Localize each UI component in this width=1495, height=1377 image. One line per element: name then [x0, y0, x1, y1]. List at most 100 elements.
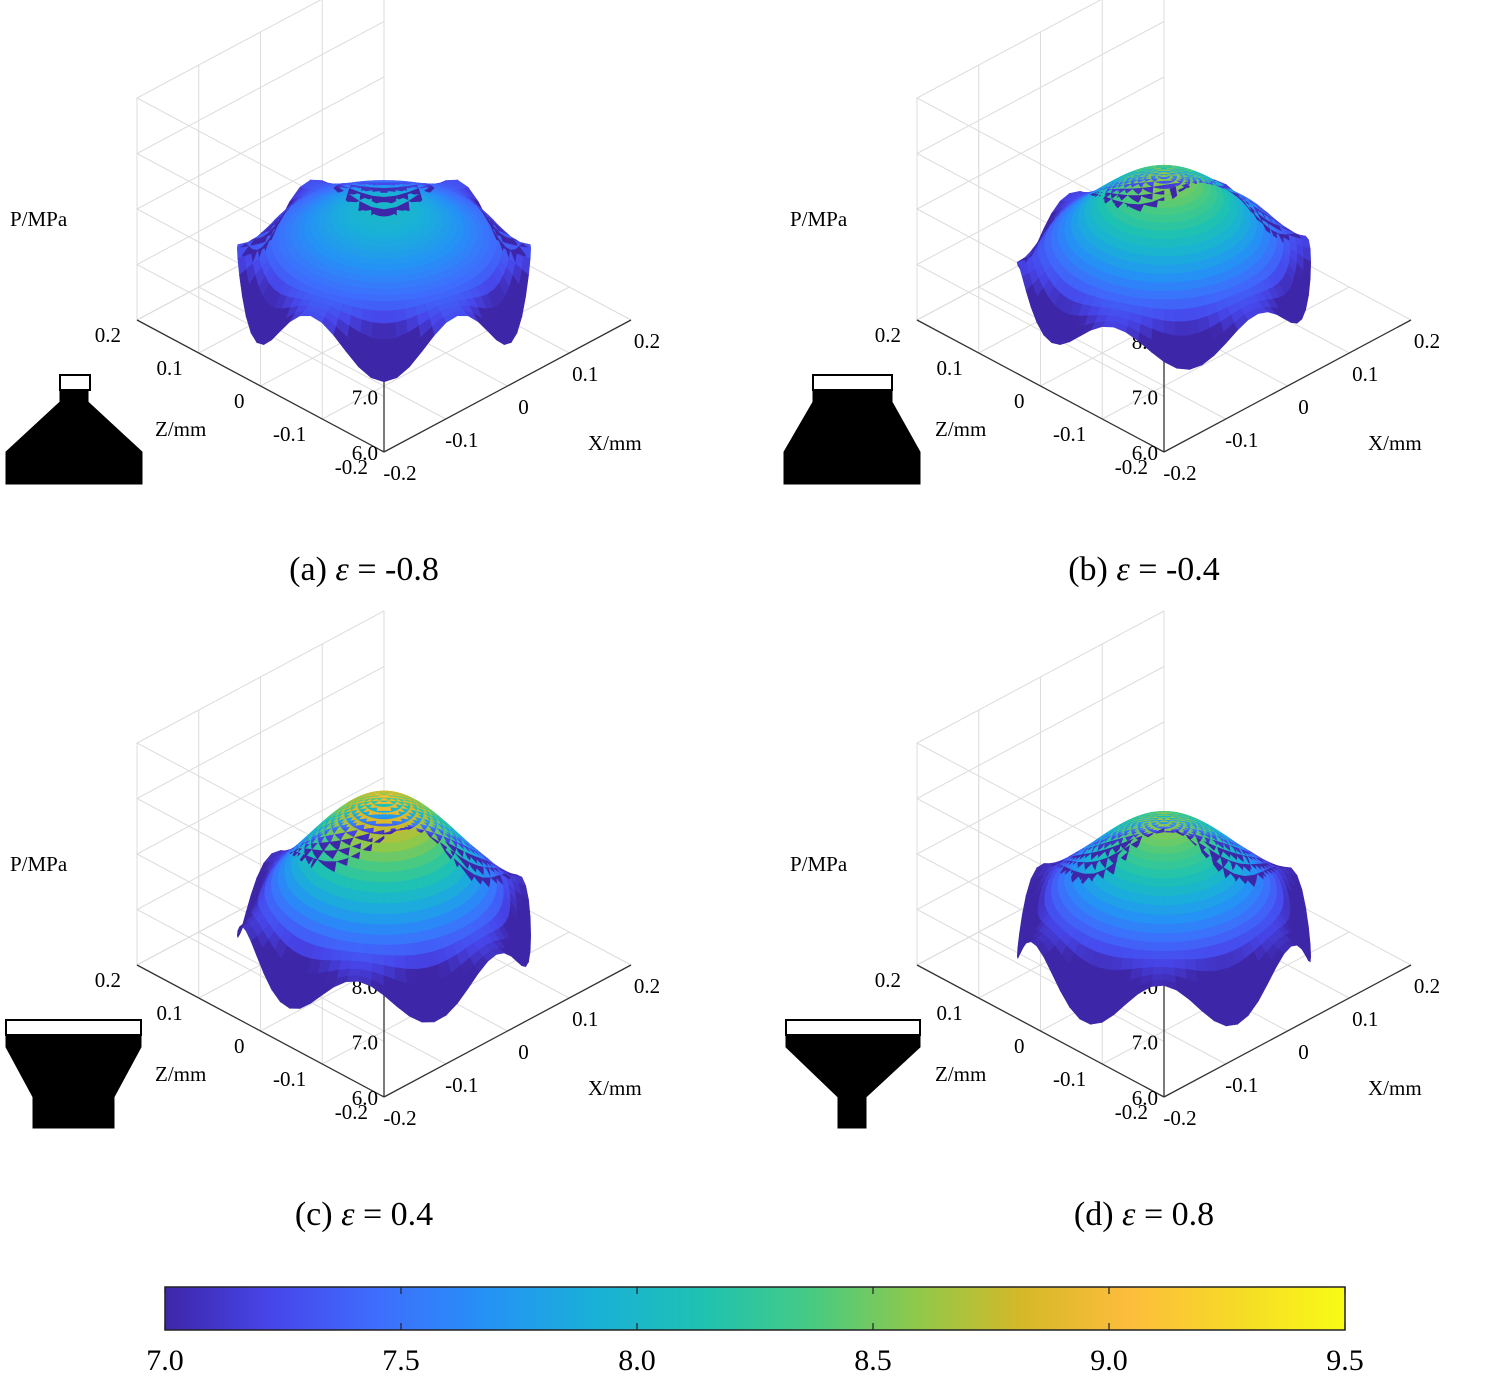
depth-tick-label: 0 [234, 389, 245, 413]
surface-patch [1168, 222, 1175, 232]
z-tick-label: 7.0 [352, 1031, 378, 1055]
nozzle-inset [783, 374, 921, 485]
pressure-surface [1016, 164, 1312, 370]
surface-patch [404, 954, 418, 970]
x-tick-label: 0 [518, 395, 529, 419]
surface-patch [365, 288, 376, 296]
surface-patch [1174, 321, 1188, 337]
nozzle-inset-shape-icon [5, 389, 143, 485]
surface-patch [1143, 290, 1156, 300]
surface-patch [374, 814, 385, 819]
surface-patch [379, 240, 385, 248]
surface-patch [1171, 264, 1181, 275]
surface-patch [1134, 289, 1146, 300]
surface-patch [1174, 308, 1187, 323]
surface-patch [383, 852, 390, 863]
surface-patch [1153, 222, 1160, 232]
surface-patch [1163, 290, 1175, 301]
surface-patch [390, 892, 400, 904]
surface-patch [383, 276, 393, 284]
surface-patch [368, 892, 378, 904]
surface-patch [1163, 194, 1168, 202]
surface-patch [369, 263, 378, 272]
surface-patch [418, 983, 433, 1004]
surface-patch [373, 934, 385, 946]
surface-patch [1158, 222, 1165, 232]
surface-patch [381, 216, 385, 222]
surface-patch [403, 942, 416, 957]
z-axis-label: P/MPa [10, 207, 68, 231]
x-tick-label: -0.1 [445, 428, 478, 452]
nozzle-inset-cap [812, 374, 893, 391]
surface-patch [383, 282, 394, 290]
surface-patch [377, 258, 385, 266]
surface-patch [1163, 264, 1173, 275]
surface-patch [370, 257, 379, 265]
surface-patch [1182, 289, 1194, 300]
surface-patch [1145, 281, 1156, 292]
surface-patch [383, 220, 387, 226]
surface-patch [1170, 247, 1179, 257]
surface-patch [1154, 214, 1161, 224]
panel-d: 6.07.08.09.010.0-0.2-0.100.10.20.20.10-0… [785, 610, 1440, 1130]
surface-patch [388, 861, 396, 873]
surface-patch [374, 842, 381, 853]
x-axis-label: X/mm [588, 431, 642, 455]
depth-axis-label: Z/mm [155, 1062, 206, 1086]
x-axis-label: X/mm [588, 1076, 642, 1100]
x-tick-label: -0.2 [383, 1106, 416, 1130]
x-tick-label: 0 [1298, 395, 1309, 419]
surface-patch [383, 322, 396, 341]
x-tick-label: 0.2 [634, 329, 660, 353]
surface-patch [1163, 247, 1172, 258]
surface-patch [383, 814, 394, 819]
surface-patch [1156, 256, 1165, 266]
surface-patch [1172, 290, 1185, 300]
surface-patch [383, 264, 392, 272]
surface-patch [383, 235, 389, 242]
nozzle-inset-cap [59, 374, 91, 391]
surface-patch [383, 258, 391, 266]
surface-patch [1178, 263, 1189, 274]
depth-tick-label: -0.1 [273, 1067, 306, 1091]
surface-patch [405, 968, 419, 986]
surface-patch [380, 225, 385, 232]
surface-patch [380, 230, 385, 237]
surface-patch [390, 263, 399, 272]
x-tick-label: 0.1 [1352, 362, 1378, 386]
surface-patch [383, 301, 395, 312]
surface-patch [387, 240, 394, 248]
depth-axis-line [136, 319, 385, 453]
x-tick-label: 0.1 [1352, 1007, 1378, 1031]
surface-patch [1163, 238, 1171, 249]
surface-patch [388, 851, 395, 863]
nozzle-inset [5, 1019, 142, 1129]
surface-patch [377, 871, 385, 883]
surface-patch [378, 246, 385, 254]
surface-patch [1167, 214, 1174, 224]
surface-patch [383, 288, 394, 296]
surface-patch [349, 960, 363, 970]
surface-patch [377, 861, 385, 873]
z-tick-label: 7.0 [1132, 386, 1158, 410]
nozzle-inset-shape-icon [5, 1034, 142, 1129]
surface-patch [374, 282, 385, 290]
surface-patch [1175, 335, 1189, 353]
surface-patch [363, 294, 376, 302]
surface-patch [1157, 230, 1165, 240]
surface-patch [378, 852, 385, 863]
surface-patch [1172, 281, 1183, 292]
surface-patch [393, 943, 406, 957]
surface-patch [383, 252, 391, 260]
surface-patch [383, 337, 397, 360]
x-tick-label: -0.1 [445, 1073, 478, 1097]
surface-patch [373, 301, 385, 312]
depth-tick-label: 0.1 [157, 356, 183, 380]
surface-patch [367, 902, 377, 915]
z-tick-label: 7.0 [1132, 1031, 1158, 1055]
surface-patch [1153, 290, 1165, 301]
surface-patch [383, 294, 395, 303]
surface-patch [1171, 273, 1182, 284]
surface-patch [367, 276, 377, 284]
surface-patch [1139, 263, 1150, 274]
